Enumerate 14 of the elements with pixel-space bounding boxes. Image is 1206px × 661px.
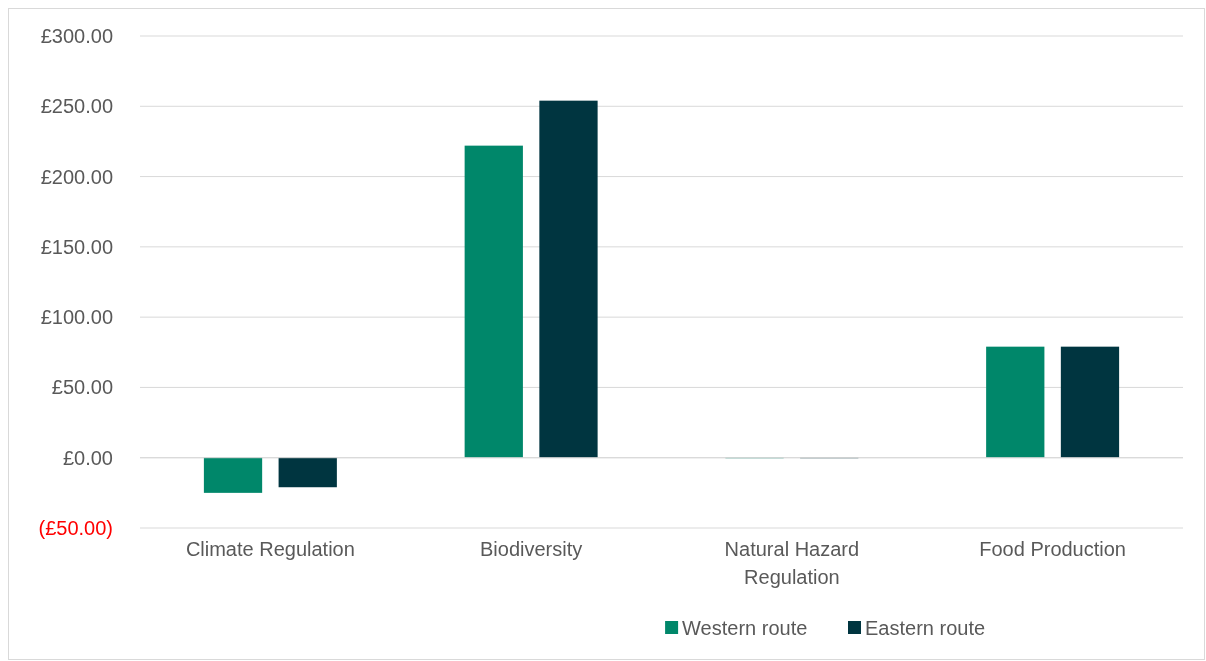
x-tick-label: Natural Hazard Regulation [724,538,860,588]
x-tick-label: Biodiversity [479,538,583,560]
x-tick-label: Food Production [979,538,1127,560]
y-tick-label: £100.00 [40,306,113,329]
y-tick-label: (£50.00) [38,517,113,539]
y-tick-label: £50.00 [51,376,113,399]
y-tick-label: £0.00 [62,446,113,469]
y-tick-label: £300.00 [40,25,113,47]
y-tick-label: £150.00 [40,235,113,258]
x-tick-label: Climate Regulation [185,538,355,560]
y-tick-label: £250.00 [40,95,113,118]
legend-label: Western route [682,617,808,639]
y-tick-label: £200.00 [40,165,113,188]
legend-label: Eastern route [865,617,986,639]
